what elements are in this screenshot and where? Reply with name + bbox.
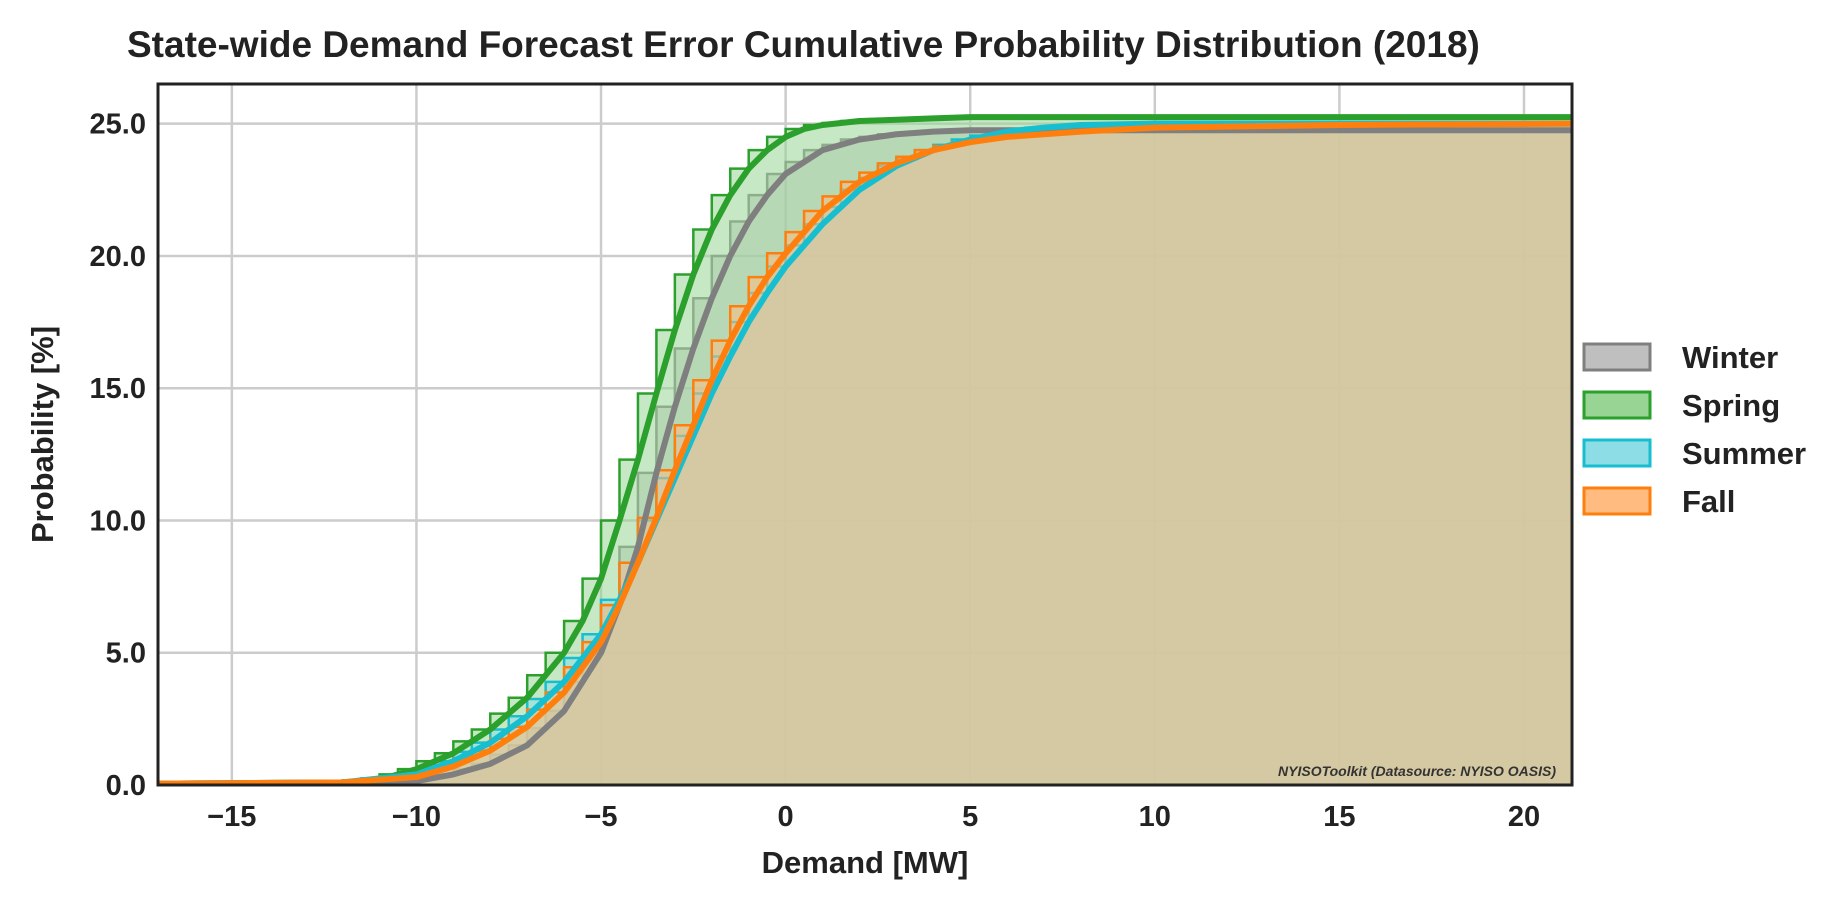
series-line-spring [158, 114, 1572, 785]
x-tick-label: 5 [962, 801, 978, 833]
legend-label-summer: Summer [1682, 436, 1806, 471]
legend-label-spring: Spring [1682, 388, 1780, 423]
legend: Winter Spring Summer Fall [1582, 340, 1806, 519]
x-tick-label: 0 [778, 801, 794, 833]
x-tick-label: 20 [1508, 801, 1540, 833]
y-tick-label: 10.0 [90, 505, 146, 537]
legend-swatch-spring [1582, 390, 1652, 420]
y-axis-label: Probability [%] [25, 326, 60, 543]
y-tick-label: 0.0 [106, 770, 146, 802]
plot-frame [156, 82, 1574, 787]
series-line-winter [158, 127, 1572, 785]
x-tick-labels: −15 −10 −5 0 5 10 15 20 [207, 801, 1540, 833]
x-tick-label: −15 [207, 801, 256, 833]
watermark-text: NYISOToolkit (Datasource: NYISO OASIS) [1278, 763, 1556, 779]
legend-swatch-summer [1582, 438, 1652, 468]
legend-label-fall: Fall [1682, 484, 1735, 519]
series-area-fall [158, 122, 1572, 785]
legend-swatch-winter [1582, 342, 1652, 372]
series-line-summer [158, 120, 1572, 785]
legend-swatch-fall [1582, 486, 1652, 516]
y-tick-label: 20.0 [90, 241, 146, 273]
x-tick-label: −5 [584, 801, 617, 833]
y-tick-label: 5.0 [106, 638, 146, 670]
legend-label-winter: Winter [1682, 340, 1778, 375]
x-tick-label: −10 [392, 801, 441, 833]
plot-area [158, 114, 1572, 785]
series-line-fall [158, 120, 1572, 785]
chart-title: State-wide Demand Forecast Error Cumulat… [127, 24, 1480, 65]
x-tick-label: 15 [1323, 801, 1355, 833]
x-axis-label: Demand [MW] [762, 845, 969, 880]
y-tick-label: 15.0 [90, 373, 146, 405]
y-tick-label: 25.0 [90, 109, 146, 141]
y-tick-labels: 0.0 5.0 10.0 15.0 20.0 25.0 [90, 109, 146, 802]
x-tick-label: 10 [1139, 801, 1171, 833]
